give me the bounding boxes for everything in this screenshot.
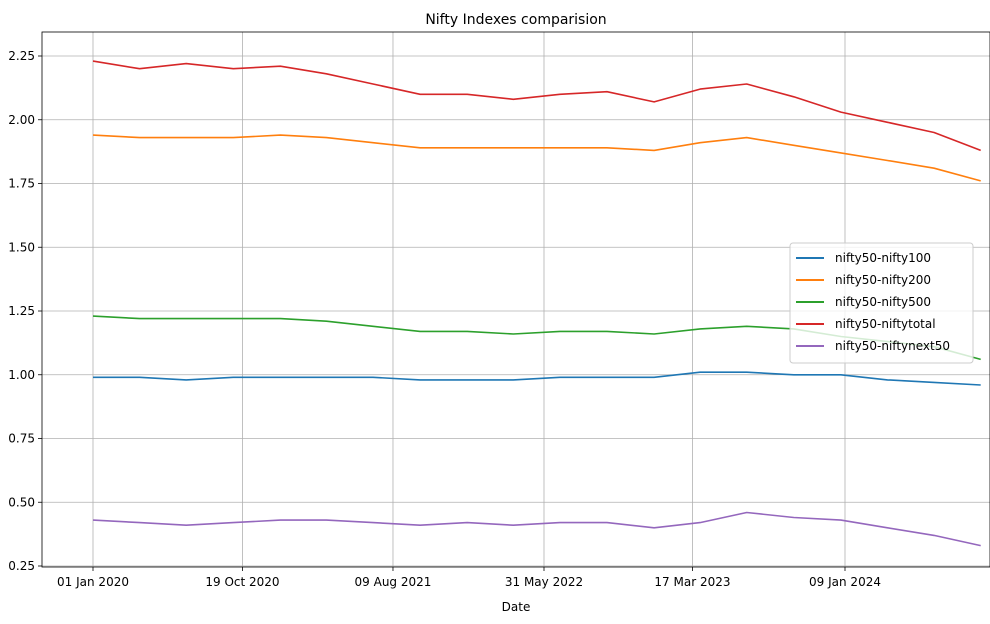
y-tick-label: 1.50 bbox=[8, 240, 35, 254]
y-tick-label: 0.25 bbox=[8, 559, 35, 573]
series-line bbox=[92, 60, 981, 152]
y-tick-label: 2.25 bbox=[8, 49, 35, 63]
x-axis-ticks: 01 Jan 2020 19 Oct 2020 09 Aug 2021 31 May … bbox=[57, 567, 881, 589]
plot-frame bbox=[41, 31, 990, 568]
x-tick-label: 09 Aug 2021 bbox=[355, 575, 432, 589]
y-tick-label: 1.75 bbox=[8, 177, 35, 191]
x-tick-label: 19 Oct 2020 bbox=[205, 575, 279, 589]
x-tick-label: 31 May 2022 bbox=[505, 575, 583, 589]
legend-label: nifty50-nifty200 bbox=[835, 273, 931, 287]
x-tick-label: 17 Mar 2023 bbox=[654, 575, 730, 589]
legend-label: nifty50-nifty100 bbox=[835, 251, 931, 265]
chart-title: Nifty Indexes comparision bbox=[425, 12, 606, 28]
legend-label: nifty50-niftytotal bbox=[835, 317, 936, 331]
series-line bbox=[92, 511, 981, 547]
y-tick-label: 0.50 bbox=[8, 495, 35, 509]
legend-label: nifty50-niftynext50 bbox=[835, 339, 950, 353]
series-line bbox=[93, 371, 981, 386]
legend-box bbox=[789, 242, 974, 364]
x-tick-label: 01 Jan 2020 bbox=[57, 575, 129, 589]
y-axis-ticks: 0.25 0.50 0.75 1.00 1.25 1.50 1.75 2.00 2.25 bbox=[8, 49, 42, 573]
y-tick-label: 2.00 bbox=[8, 113, 35, 127]
x-tick-label: 09 Jan 2024 bbox=[809, 575, 881, 589]
x-axis-label: Date bbox=[502, 600, 531, 614]
y-tick-label: 1.00 bbox=[8, 368, 35, 382]
series-line bbox=[92, 134, 981, 182]
legend: nifty50-nifty100 nifty50-nifty200 nifty50-… bbox=[789, 242, 974, 364]
legend-label: nifty50-nifty500 bbox=[835, 295, 931, 309]
y-tick-label: 0.75 bbox=[8, 432, 35, 446]
y-tick-label: 1.25 bbox=[8, 304, 35, 318]
